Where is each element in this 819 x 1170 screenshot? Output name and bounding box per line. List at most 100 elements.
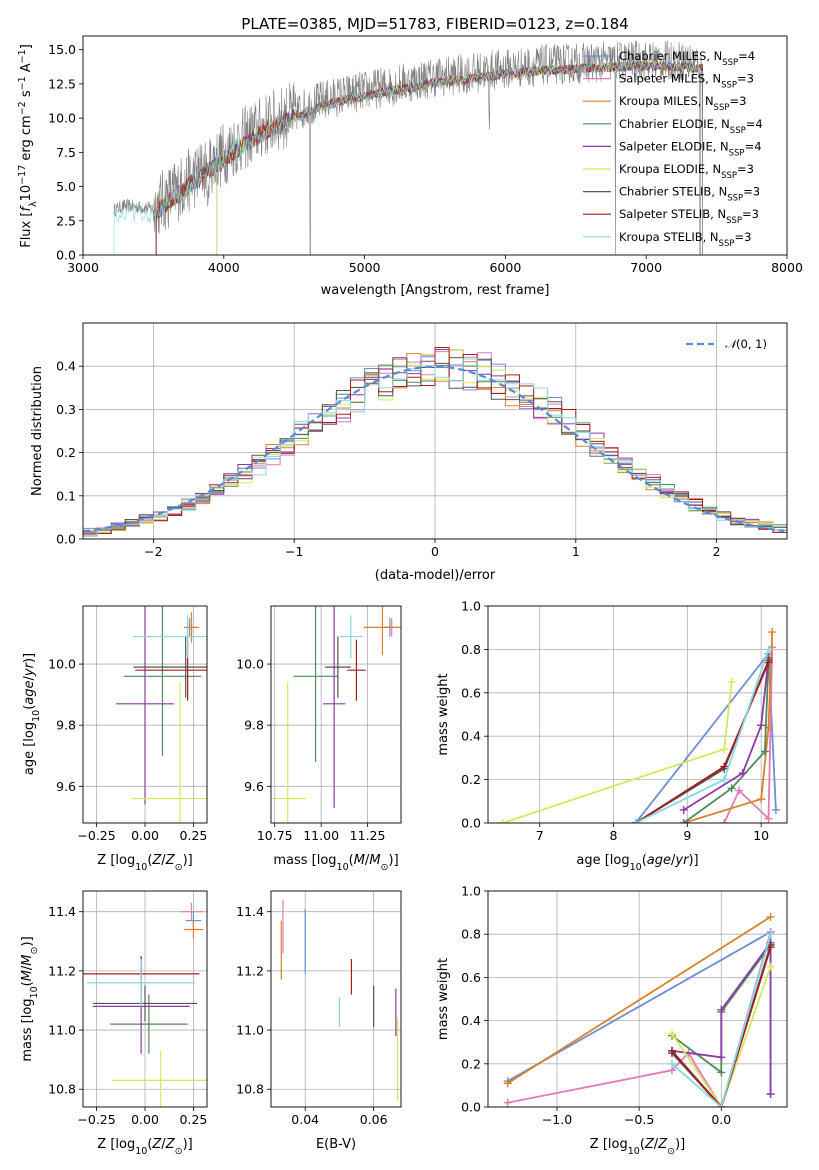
x-axis-label: Z [log10(Z/Z⊙)] xyxy=(97,1137,192,1157)
x-tick-label: 6000 xyxy=(489,260,521,275)
weight-line xyxy=(671,966,772,1107)
label-part: age xyxy=(647,853,671,868)
legend-model-name: Chabrier ELODIE, N xyxy=(619,117,730,131)
label-part: mass [log xyxy=(20,998,35,1061)
y-tick-label: 0.8 xyxy=(461,642,481,657)
label-part: −1 xyxy=(17,76,28,90)
normal-curve xyxy=(83,365,785,533)
x-tick-label: 11.25 xyxy=(350,828,386,843)
legend-label: Chabrier STELIB, NSSP=3 xyxy=(619,185,760,204)
axes-frame xyxy=(270,890,402,1108)
weight-marker xyxy=(717,1103,726,1107)
legend-nssp: =3 xyxy=(737,72,754,86)
label-part: −1 xyxy=(17,49,28,63)
y-tick-label: 10.8 xyxy=(48,1082,76,1097)
weight-marker xyxy=(727,784,736,793)
x-tick-label: 0.25 xyxy=(180,1112,208,1127)
legend-label: Chabrier MILES, NSSP=4 xyxy=(619,49,755,68)
label-part: 10 xyxy=(628,1146,640,1157)
label-part: ( xyxy=(642,853,647,868)
weight-marker xyxy=(668,1029,676,1038)
x-tick-label: 7000 xyxy=(630,260,662,275)
weight-line xyxy=(507,916,772,1084)
label-part: erg cm xyxy=(19,115,34,164)
weight-line xyxy=(723,647,774,823)
label-part: mass weight xyxy=(436,958,451,1040)
weight-marker xyxy=(766,962,775,971)
legend-nssp: =3 xyxy=(743,185,760,199)
model-spectrum-line xyxy=(155,60,703,255)
x-tick-label: 2 xyxy=(713,544,721,559)
label-part: / xyxy=(161,1137,166,1152)
y-tick-label: 10.0 xyxy=(236,657,264,672)
weight-marker xyxy=(768,628,777,637)
label-part: yr xyxy=(674,853,690,868)
legend-label: Salpeter ELODIE, NSSP=4 xyxy=(619,139,762,158)
legend-nssp: =4 xyxy=(745,139,762,153)
axes-frame xyxy=(82,890,208,1108)
weight-marker xyxy=(679,819,688,823)
weight-line xyxy=(683,631,774,823)
label-part: −2 xyxy=(17,101,28,115)
weight-marker xyxy=(766,912,775,921)
y-tick-label: 0.4 xyxy=(461,729,481,744)
label-part: / xyxy=(161,853,166,868)
label-part: / xyxy=(654,1137,659,1152)
y-tick-label: 0.6 xyxy=(461,685,481,700)
legend-model-name: Chabrier MILES, N xyxy=(619,49,722,63)
x-tick-label: 0.06 xyxy=(360,1112,388,1127)
x-tick-label: −1 xyxy=(285,544,303,559)
model-spectrum-line xyxy=(155,61,703,255)
weight-marker xyxy=(720,819,729,823)
x-tick-label: 10.75 xyxy=(257,828,293,843)
weight-marker xyxy=(717,1005,726,1014)
observed-spectrum xyxy=(113,40,703,255)
legend-sub: SSP xyxy=(721,81,737,91)
y-tick-label: 9.8 xyxy=(244,718,264,733)
y-tick-label: 0.8 xyxy=(461,927,481,942)
legend-nssp: =3 xyxy=(737,162,754,176)
y-axis-label: mass weight xyxy=(436,673,451,755)
x-axis-label: E(B-V) xyxy=(316,1137,356,1152)
y-tick-label: 0.4 xyxy=(461,1013,481,1028)
label-part: yr xyxy=(22,661,37,677)
y-tick-label: 11.0 xyxy=(236,1023,264,1038)
weight-marker xyxy=(766,1090,775,1099)
x-tick-label: 3000 xyxy=(67,260,99,275)
x-tick-label: −0.5 xyxy=(624,1112,654,1127)
legend-model-name: Salpeter MILES, N xyxy=(619,72,721,86)
weight-line xyxy=(671,946,772,1107)
x-tick-label: −2 xyxy=(144,544,162,559)
label-part: / xyxy=(22,675,37,680)
y-tick-label: 0.3 xyxy=(56,402,76,417)
label-part: Z xyxy=(644,1137,655,1152)
tick-labels: −2 −1 0 1 2 0.0 0.1 0.2 0.3 0.4 xyxy=(56,359,720,559)
x-tick-label: 9 xyxy=(683,828,691,843)
legend-model-name: Kroupa MILES, N xyxy=(619,94,714,108)
model-spectrum-line xyxy=(155,60,703,255)
weight-marker xyxy=(717,1068,726,1077)
label-part: Z xyxy=(165,853,176,868)
weight-marker xyxy=(764,814,773,823)
label-part: E(B-V) xyxy=(316,1137,356,1152)
label-part: Flux [ xyxy=(19,212,34,248)
legend-model-name: Salpeter ELODIE, N xyxy=(619,139,729,153)
legend-args: (0, 1) xyxy=(736,337,767,351)
y-tick-label: 11.2 xyxy=(236,963,264,978)
x-tick-label: 4000 xyxy=(208,260,240,275)
y-tick-label: 1.0 xyxy=(461,599,481,614)
weight-marker xyxy=(720,745,729,754)
y-axis-label: mass [log10(M/M⊙)] xyxy=(20,936,40,1061)
label-part: )] xyxy=(22,653,37,663)
y-tick-label: 2.5 xyxy=(56,213,76,228)
label-part: mass weight xyxy=(436,673,451,755)
label-part: 10 xyxy=(135,862,147,873)
axes-frame xyxy=(82,605,208,824)
weight-marker xyxy=(760,747,769,756)
label-part: Z xyxy=(165,1137,176,1152)
tick-labels: 7 8 9 10 0.0 0.2 0.4 0.6 0.8 1.0 xyxy=(461,599,769,844)
x-axis-label: wavelength [Angstrom, rest frame] xyxy=(321,283,550,298)
tick-labels: −0.25 0.00 0.25 10.8 11.0 11.2 11.4 xyxy=(48,904,207,1127)
